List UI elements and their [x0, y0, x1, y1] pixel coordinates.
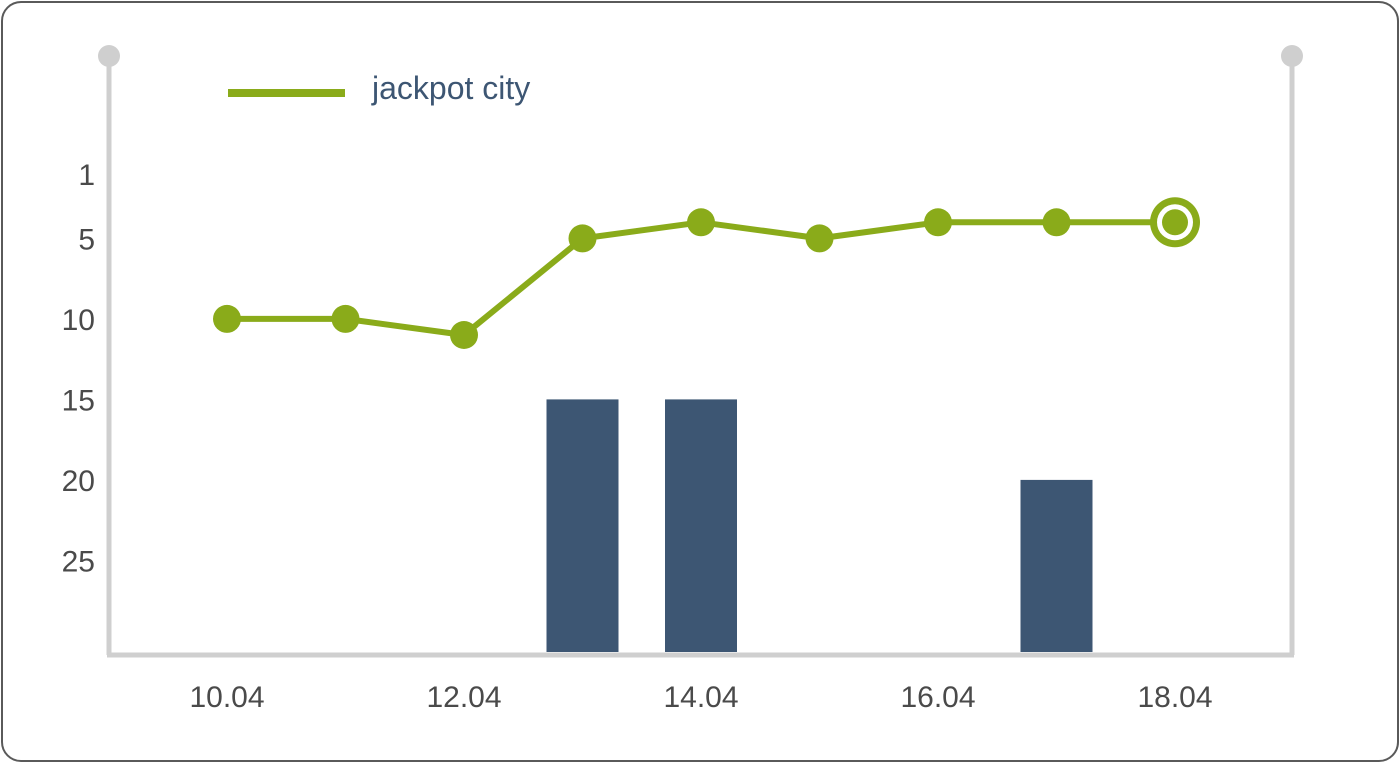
x-tick-label: 18.04 [1137, 681, 1212, 714]
bar-series [546, 399, 1093, 652]
data-point [924, 208, 952, 237]
x-tick-label: 12.04 [426, 681, 501, 714]
x-axis-ticks: 10.04 12.04 14.04 16.04 18.04 [189, 681, 1212, 714]
data-point [331, 304, 360, 333]
data-point [213, 304, 241, 333]
legend: jackpot city [228, 70, 530, 106]
legend-label: jackpot city [371, 70, 530, 106]
data-point [450, 321, 478, 349]
axes [98, 45, 1303, 658]
axis-cap-left [98, 45, 120, 67]
x-tick-label: 14.04 [663, 681, 738, 714]
line-series [213, 197, 1200, 349]
bar [665, 399, 737, 652]
x-tick-label: 10.04 [189, 681, 264, 714]
bar [1020, 479, 1093, 652]
data-point [568, 224, 597, 253]
data-point [1162, 209, 1188, 236]
axis-cap-right [1281, 45, 1303, 67]
data-point [687, 208, 715, 237]
x-tick-label: 16.04 [900, 681, 975, 714]
y-tick-label: 1 [78, 159, 95, 192]
y-tick-label: 15 [62, 384, 95, 417]
series-line [227, 219, 1175, 338]
data-point [1042, 208, 1071, 237]
data-point [805, 224, 834, 253]
bar [546, 399, 619, 652]
y-tick-label: 10 [62, 304, 95, 337]
y-tick-label: 25 [62, 545, 95, 578]
y-tick-label: 20 [62, 465, 95, 498]
y-tick-label: 5 [78, 223, 95, 256]
